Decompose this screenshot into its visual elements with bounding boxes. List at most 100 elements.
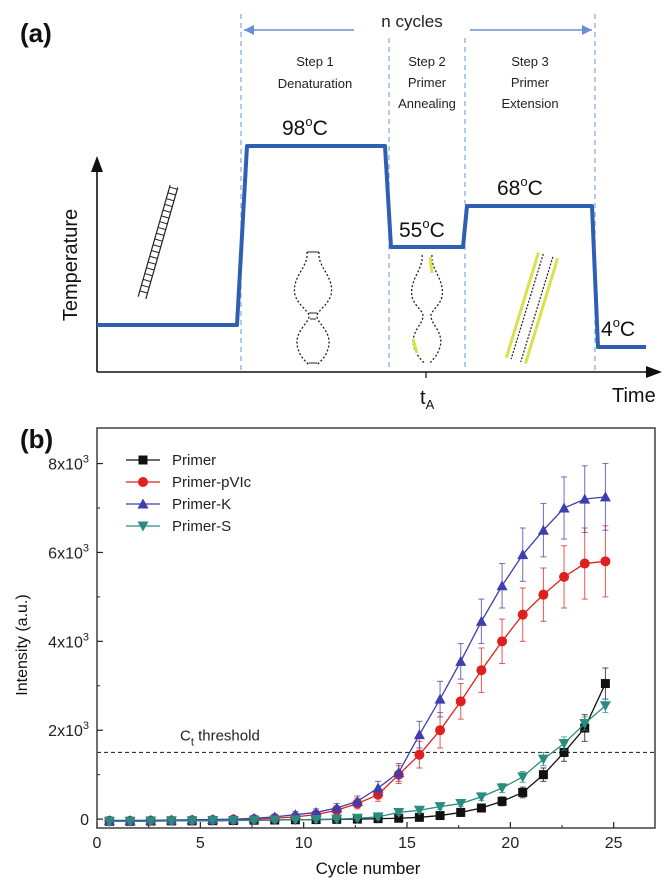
legend-entry: Primer-S: [126, 518, 231, 535]
data-point: [310, 806, 322, 817]
data-point: [227, 815, 239, 826]
data-point: [145, 816, 157, 827]
data-point: [413, 805, 425, 816]
data-point: [414, 812, 424, 822]
data-point: [413, 729, 425, 740]
series-primer-s: [103, 698, 611, 827]
dna-denatured-icon: [293, 251, 333, 366]
data-point: [393, 766, 405, 777]
temp-55-label: 55oC: [399, 216, 445, 242]
temperature-profile-line: [97, 144, 646, 349]
panel-a-axes: [91, 156, 662, 378]
data-point: [103, 816, 115, 827]
ct-threshold-label: Ct threshold: [180, 727, 260, 748]
intensity-axis-label: Intensity (a.u.): [14, 594, 31, 695]
data-point: [537, 524, 549, 535]
legend-label: Primer-pVIc: [172, 474, 252, 491]
data-point: [517, 772, 529, 783]
data-point: [331, 814, 343, 825]
data-point: [497, 796, 507, 806]
data-point: [496, 783, 508, 794]
data-point: [289, 815, 301, 826]
x-tick-label: 25: [605, 835, 623, 852]
series-primer-k: [103, 463, 611, 825]
data-point: [372, 812, 384, 823]
data-point: [517, 609, 528, 620]
step-2-line3: Annealing: [398, 96, 456, 111]
step-1-header: Step 1 Denaturation: [278, 54, 352, 91]
y-tick-label: 0: [80, 812, 89, 829]
data-point: [559, 747, 569, 757]
legend-entry: Primer-K: [126, 496, 231, 513]
x-tick-label: 0: [93, 835, 102, 852]
data-point: [207, 816, 219, 827]
x-tick-label: 15: [398, 835, 416, 852]
data-point: [138, 455, 148, 465]
data-point: [599, 491, 611, 502]
plot-frame: [96, 427, 656, 829]
n-cycles-label: n cycles: [381, 12, 442, 31]
data-point: [475, 615, 487, 626]
data-point: [351, 813, 363, 824]
data-point: [599, 701, 611, 712]
data-point: [455, 655, 467, 666]
data-point: [394, 813, 404, 823]
temp-4-label: 4oC: [601, 315, 635, 341]
data-point: [138, 477, 148, 487]
data-point: [455, 799, 467, 810]
data-point: [435, 725, 446, 736]
data-point: [310, 815, 322, 826]
data-point: [186, 816, 198, 827]
step-3-line1: Step 3: [511, 54, 549, 69]
data-point: [455, 696, 466, 707]
step-2-line1: Step 2: [408, 54, 446, 69]
series-line: [109, 560, 606, 822]
data-point: [559, 571, 570, 582]
data-point: [165, 816, 177, 827]
data-point: [434, 802, 446, 813]
data-point: [137, 498, 149, 509]
x-tick-label: 5: [196, 835, 205, 852]
n-cycles-bracket: n cycles: [244, 12, 592, 35]
x-tick-label: 10: [295, 835, 313, 852]
data-point: [475, 792, 487, 803]
series-line: [109, 496, 606, 822]
amplification-chart: 0 5 10 15 20 25 0 2x103 4x103 6x103 8x103 Ct thresh…: [48, 427, 656, 852]
data-point: [496, 580, 508, 591]
temp-98-label: 98oC: [282, 114, 328, 140]
data-point: [538, 589, 549, 600]
data-point: [579, 719, 591, 730]
data-point: [558, 739, 570, 750]
data-point: [538, 770, 548, 780]
data-point: [537, 754, 549, 765]
data-point: [476, 665, 487, 676]
data-point: [456, 807, 466, 817]
y-tick-label: 6x103: [48, 542, 89, 562]
data-point: [137, 521, 149, 532]
data-point: [331, 802, 343, 813]
step-2-header: Step 2 Primer Annealing: [398, 54, 456, 111]
legend-label: Primer: [172, 452, 216, 469]
temp-68-label: 68oC: [497, 174, 543, 200]
temperature-axis-label: Temperature: [60, 209, 82, 321]
data-point: [579, 558, 590, 569]
x-tick-label: 20: [501, 835, 519, 852]
data-point: [248, 815, 260, 826]
time-axis-label: Time: [612, 385, 656, 407]
dna-annealing-icon: [411, 254, 443, 364]
panel-a-label: (a): [20, 18, 52, 48]
data-point: [414, 749, 425, 760]
data-point: [435, 811, 445, 821]
data-point: [476, 803, 486, 813]
data-point: [124, 816, 136, 827]
data-point: [393, 807, 405, 818]
data-point: [600, 556, 611, 567]
step-3-line2: Primer: [511, 75, 550, 90]
step-1-line2: Denaturation: [278, 76, 352, 91]
data-point: [269, 815, 281, 826]
data-point: [558, 502, 570, 513]
legend-entry: Primer-pVIc: [126, 474, 252, 491]
step-2-line2: Primer: [408, 75, 447, 90]
y-tick-label: 8x103: [48, 454, 89, 474]
